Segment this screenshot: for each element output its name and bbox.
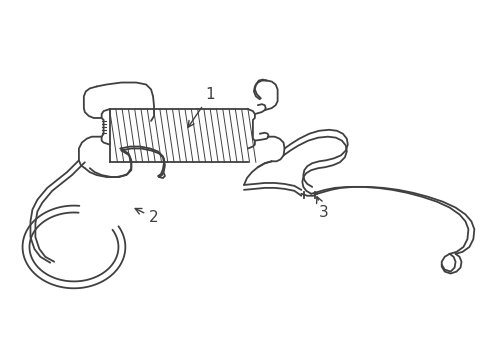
Text: 3: 3 <box>316 197 328 220</box>
Text: 1: 1 <box>188 87 215 127</box>
Text: 2: 2 <box>135 208 159 225</box>
